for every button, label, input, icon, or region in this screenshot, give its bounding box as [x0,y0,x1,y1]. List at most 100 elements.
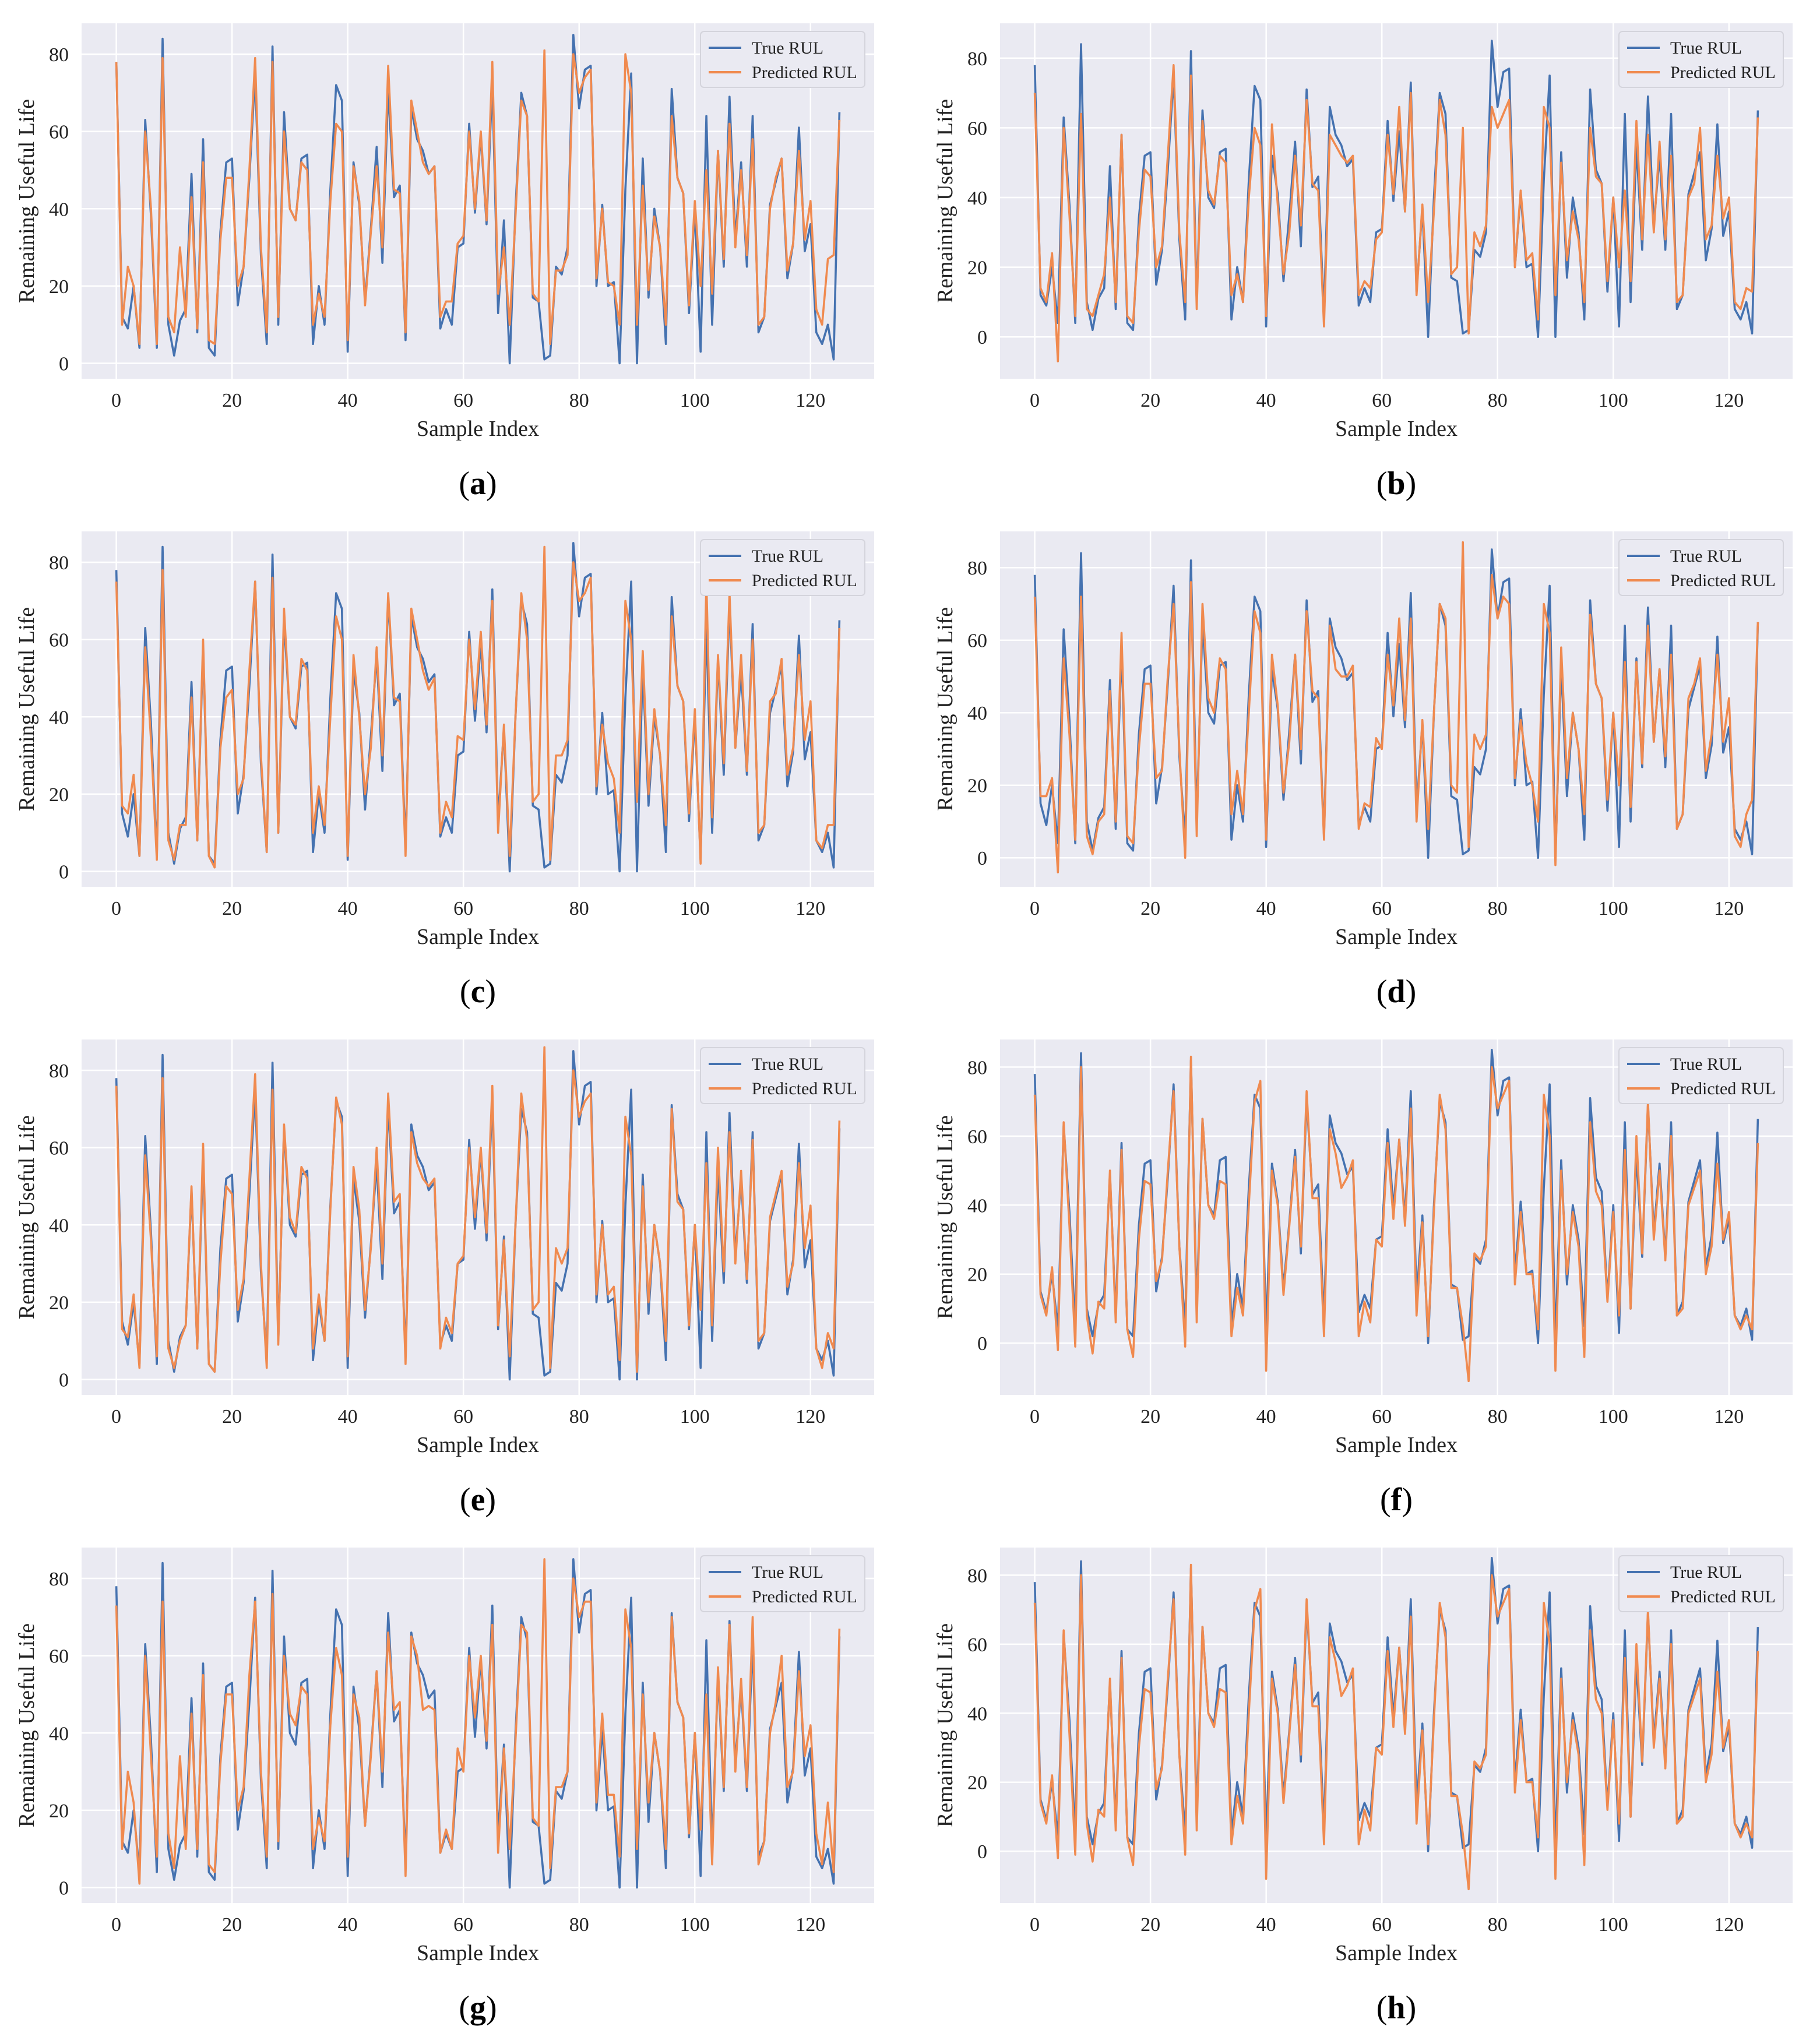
y-tick-label: 20 [967,258,987,279]
legend-label: True RUL [1670,38,1742,58]
x-tick-label: 40 [338,898,358,919]
legend-box [700,31,865,88]
legend: True RUL Predicted RUL [1618,1555,1784,1612]
x-tick-label: 20 [222,898,242,919]
y-axis-label: Remaining Useful Life [15,607,39,811]
series-line-predicted-rul [115,1046,841,1373]
y-axis-label: Remaining Useful Life [933,1623,957,1827]
y-tick-label: 40 [49,1723,69,1745]
y-tick-label: 60 [967,1634,987,1656]
x-tick-label: 60 [453,1914,473,1936]
chart-panel-d: 0 20 40 60 80 100 120 0 20 40 60 80 Sample Index Rema… [933,531,1793,949]
panel-caption-letter: g [470,1990,486,2026]
x-tick-label: 60 [453,390,473,411]
x-tick-label: 80 [569,898,589,919]
x-tick-label: 20 [1140,390,1160,411]
legend-label: Predicted RUL [1670,63,1776,82]
x-tick-label: 120 [795,898,825,919]
x-tick-label: 80 [569,1406,589,1428]
x-tick-label: 0 [111,390,121,411]
y-tick-label: 80 [967,1565,987,1587]
x-tick-label: 100 [1599,1406,1628,1428]
y-tick-label: 80 [49,552,69,574]
y-axis-label: Remaining Useful Life [15,1623,39,1827]
gridlines [82,23,874,379]
legend-box [700,1555,865,1612]
x-tick-label: 20 [222,1914,242,1936]
y-tick-label: 80 [967,558,987,579]
x-tick-label: 100 [1599,1914,1628,1936]
x-tick-label: 0 [1030,1914,1040,1936]
series-line-predicted-rul [1033,1563,1759,1891]
legend-label: Predicted RUL [752,63,857,82]
panel-caption: (e) [459,1482,497,1518]
y-axis-label: Remaining Useful Life [933,1115,957,1319]
y-axis-label: Remaining Useful Life [15,1115,39,1319]
legend-box [1618,1555,1784,1612]
legend: True RUL Predicted RUL [700,31,865,88]
panel-caption-letter: d [1387,974,1406,1010]
legend-label: True RUL [752,1055,823,1074]
x-tick-label: 80 [1488,1914,1508,1936]
x-tick-label: 120 [795,1914,825,1936]
y-tick-label: 0 [977,1841,987,1863]
x-tick-label: 100 [1599,898,1628,919]
x-tick-label: 60 [453,1406,473,1428]
x-tick-label: 40 [338,390,358,411]
y-axis-label: Remaining Useful Life [15,99,39,303]
legend-label: True RUL [752,547,823,566]
series-line-predicted-rul [1033,541,1759,873]
legend-label: Predicted RUL [752,571,857,590]
x-tick-label: 60 [1372,1914,1392,1936]
x-tick-label: 100 [1599,390,1628,411]
chart-panel-e: 0 20 40 60 80 100 120 0 20 40 60 80 Sample Index Rema… [15,1039,874,1457]
x-tick-label: 20 [1140,1406,1160,1428]
x-tick-label: 0 [111,1406,121,1428]
legend: True RUL Predicted RUL [700,539,865,596]
y-tick-label: 40 [967,703,987,724]
y-tick-label: 40 [967,1703,987,1725]
x-tick-label: 80 [1488,898,1508,919]
x-axis-label: Sample Index [417,1941,539,1965]
x-tick-label: 60 [453,898,473,919]
chart-panel-h: 0 20 40 60 80 100 120 0 20 40 60 80 Sample Index Rema… [933,1548,1793,1965]
x-tick-label: 120 [1714,1914,1744,1936]
legend: True RUL Predicted RUL [1618,31,1784,88]
x-tick-label: 40 [338,1406,358,1428]
x-tick-label: 40 [338,1914,358,1936]
x-tick-label: 0 [111,1914,121,1936]
x-axis-label: Sample Index [417,1433,539,1457]
panel-caption: (g) [459,1990,497,2026]
legend-label: True RUL [1670,1563,1742,1582]
x-tick-label: 60 [1372,1406,1392,1428]
y-tick-label: 80 [49,1060,69,1082]
legend-label: True RUL [1670,1055,1742,1074]
x-tick-label: 60 [1372,898,1392,919]
y-tick-label: 40 [967,188,987,209]
y-tick-label: 0 [977,327,987,348]
chart-panel-f: 0 20 40 60 80 100 120 0 20 40 60 80 Sample Index Rema… [933,1039,1793,1457]
y-tick-label: 20 [49,1292,69,1314]
x-axis-label: Sample Index [1335,925,1458,949]
chart-panel-a: 0 20 40 60 80 100 120 0 20 40 60 80 Sample Index Rema… [15,23,874,441]
x-tick-label: 40 [1256,1406,1276,1428]
panel-caption-letter: a [470,466,486,502]
y-tick-label: 60 [967,630,987,652]
y-tick-label: 0 [59,1877,69,1899]
y-tick-label: 0 [59,861,69,883]
x-tick-label: 20 [222,390,242,411]
y-tick-label: 40 [49,199,69,220]
legend-label: True RUL [752,38,823,58]
legend-label: Predicted RUL [1670,571,1776,590]
legend-box [1618,539,1784,596]
y-tick-label: 40 [967,1195,987,1217]
x-tick-label: 60 [1372,390,1392,411]
x-tick-label: 40 [1256,898,1276,919]
series-line-predicted-rul [1033,64,1759,362]
x-tick-label: 40 [1256,390,1276,411]
legend: True RUL Predicted RUL [700,1555,865,1612]
y-tick-label: 20 [49,276,69,298]
x-tick-label: 120 [1714,898,1744,919]
y-tick-label: 40 [49,707,69,728]
